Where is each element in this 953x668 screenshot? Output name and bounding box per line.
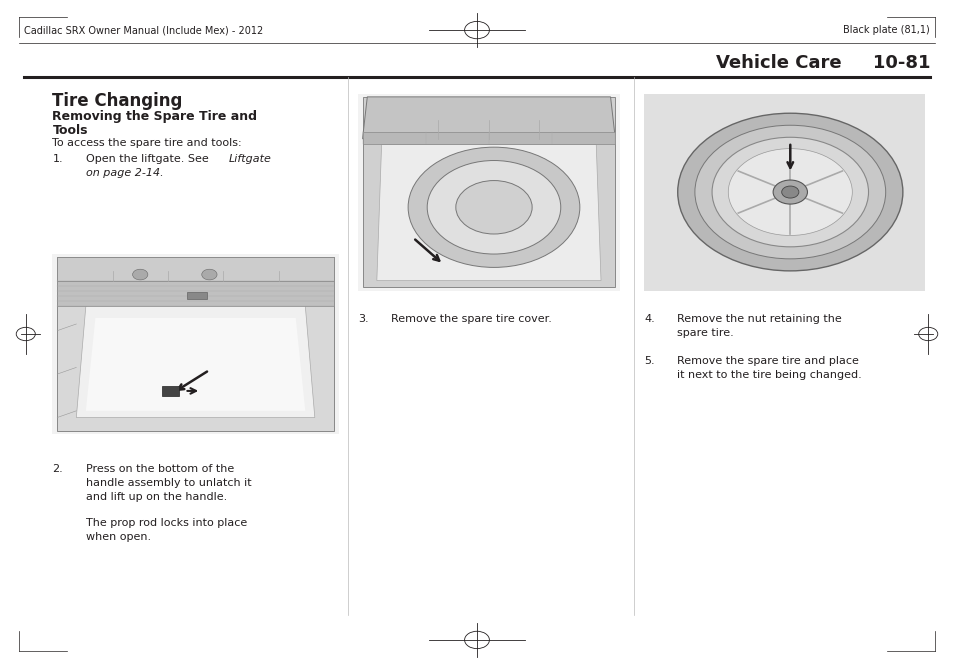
Text: 2.: 2. bbox=[52, 464, 63, 474]
Bar bbox=[643, 94, 924, 291]
Circle shape bbox=[727, 149, 851, 236]
Bar bbox=[187, 292, 207, 299]
Text: Cadillac SRX Owner Manual (Include Mex) - 2012: Cadillac SRX Owner Manual (Include Mex) … bbox=[24, 25, 263, 35]
Circle shape bbox=[456, 180, 532, 234]
Bar bbox=[357, 94, 619, 291]
Text: Remove the spare tire cover.: Remove the spare tire cover. bbox=[391, 314, 552, 324]
Circle shape bbox=[201, 269, 216, 280]
Circle shape bbox=[694, 126, 884, 259]
Polygon shape bbox=[86, 318, 305, 411]
Text: Remove the nut retaining the
spare tire.: Remove the nut retaining the spare tire. bbox=[677, 314, 841, 338]
Circle shape bbox=[677, 114, 902, 271]
Text: Open the liftgate. See: Open the liftgate. See bbox=[86, 154, 212, 164]
Bar bbox=[162, 385, 179, 396]
Polygon shape bbox=[376, 144, 600, 281]
Text: The prop rod locks into place
when open.: The prop rod locks into place when open. bbox=[86, 518, 247, 542]
Text: Vehicle Care     10-81: Vehicle Care 10-81 bbox=[715, 55, 929, 72]
Text: Removing the Spare Tire and: Removing the Spare Tire and bbox=[52, 110, 257, 122]
Bar bbox=[57, 281, 334, 306]
Bar bbox=[643, 94, 924, 291]
Text: To access the spare tire and tools:: To access the spare tire and tools: bbox=[52, 138, 242, 148]
Polygon shape bbox=[57, 257, 334, 431]
Polygon shape bbox=[76, 306, 314, 418]
Polygon shape bbox=[57, 257, 334, 281]
Text: Black plate (81,1): Black plate (81,1) bbox=[842, 25, 929, 35]
Bar bbox=[52, 254, 338, 434]
Text: Liftgate: Liftgate bbox=[229, 154, 272, 164]
Text: 1.: 1. bbox=[52, 154, 63, 164]
Text: Tools: Tools bbox=[52, 124, 88, 136]
Bar bbox=[362, 132, 615, 144]
Text: Tire Changing: Tire Changing bbox=[52, 92, 183, 110]
Polygon shape bbox=[362, 97, 615, 287]
Text: 5.: 5. bbox=[643, 356, 654, 366]
Text: Remove the spare tire and place
it next to the tire being changed.: Remove the spare tire and place it next … bbox=[677, 356, 862, 380]
Text: Press on the bottom of the
handle assembly to unlatch it
and lift up on the hand: Press on the bottom of the handle assemb… bbox=[86, 464, 252, 502]
Circle shape bbox=[781, 186, 798, 198]
Circle shape bbox=[132, 269, 148, 280]
Circle shape bbox=[427, 160, 560, 254]
Text: on page 2-14.: on page 2-14. bbox=[86, 168, 163, 178]
Circle shape bbox=[408, 147, 579, 267]
Circle shape bbox=[772, 180, 806, 204]
Polygon shape bbox=[362, 97, 615, 139]
Circle shape bbox=[711, 138, 867, 247]
Text: 4.: 4. bbox=[643, 314, 654, 324]
Text: 3.: 3. bbox=[357, 314, 368, 324]
